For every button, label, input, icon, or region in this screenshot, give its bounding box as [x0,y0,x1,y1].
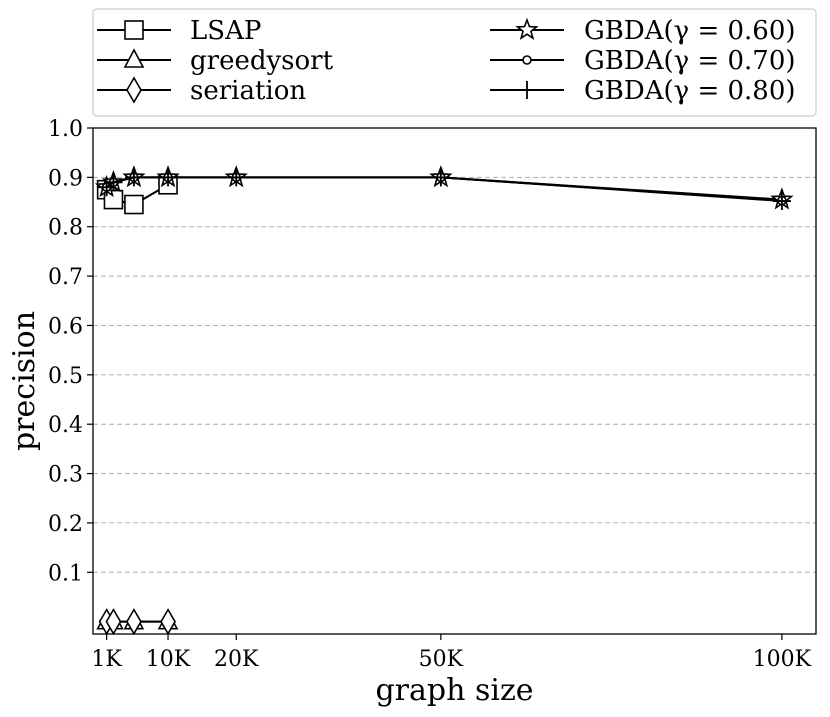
legend-marker [522,55,532,65]
legend-frame [92,8,817,117]
plot-frame [92,127,817,635]
legend-label: GBDA(γ = 0.80) [584,76,796,106]
legend-item: greedysort [97,46,334,76]
legend-label: GBDA(γ = 0.60) [584,16,796,46]
legend-item: LSAP [97,16,261,46]
y-tick-label: 0.7 [48,265,83,290]
x-tick-label: 10K [146,647,191,672]
data-point [772,192,791,211]
legend-item: seriation [97,76,306,106]
legend-label: seriation [190,76,306,106]
data-point [124,168,143,187]
series-diamond [98,608,176,636]
x-axis: 1K 10K 20K 50K 100K [91,634,812,672]
x-axis-label: graph size [375,673,533,708]
y-axis: 0.1 0.2 0.3 0.4 0.5 0.6 0.7 0.8 0.9 1.0 [48,117,93,586]
data-point [159,168,178,187]
data-point [104,173,123,192]
series-layer [94,165,794,636]
y-tick-label: 0.3 [48,463,83,488]
x-tick-label: 50K [419,647,464,672]
x-tick-label: 100K [753,647,812,672]
legend-item: GBDA(γ = 0.80) [490,76,796,106]
y-tick-label: 0.5 [48,364,83,389]
y-tick-label: 0.1 [48,561,83,586]
legend-marker [124,20,144,40]
y-tick-label: 0.2 [48,512,83,537]
legend-label: greedysort [190,46,334,76]
legend-item: GBDA(γ = 0.70) [490,46,796,76]
y-tick-label: 1.0 [48,117,83,142]
series-star [94,165,794,210]
data-point [160,608,176,636]
legend-marker [518,81,536,99]
data-point [431,168,450,187]
legend-marker [123,48,145,68]
x-tick-label: 20K [214,647,259,672]
legend-label: GBDA(γ = 0.70) [584,46,796,76]
y-axis-label: precision [7,311,42,451]
data-point [227,168,246,187]
y-tick-label: 0.8 [48,216,83,241]
legend-marker [126,76,142,104]
x-tick-label: 1K [91,647,122,672]
series-plus [97,168,791,211]
legend-label: LSAP [190,16,261,46]
y-tick-label: 0.4 [48,413,83,438]
y-tick-label: 0.9 [48,166,83,191]
data-point [124,194,144,215]
legend-item: GBDA(γ = 0.60) [490,16,796,46]
y-tick-label: 0.6 [48,314,83,339]
legend-marker [515,17,539,40]
data-point [125,608,142,636]
